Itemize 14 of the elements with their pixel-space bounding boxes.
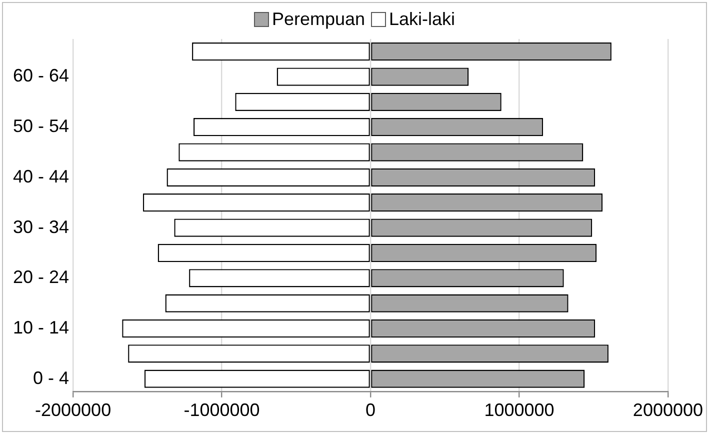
x-tick-label: 2000000 (632, 400, 703, 420)
x-tick-label: 0 (365, 400, 376, 420)
y-tick-label: 0 - 4 (33, 368, 70, 388)
y-tick-label: 20 - 24 (12, 267, 70, 288)
legend-label: Laki-laki (389, 9, 456, 29)
x-tick-label: -1000000 (184, 400, 260, 420)
x-tick-label: -2000000 (35, 400, 112, 420)
y-tick-label: 40 - 44 (12, 166, 70, 186)
y-tick-label: 30 - 34 (12, 216, 70, 237)
y-tick-label: 60 - 64 (12, 66, 70, 86)
y-tick-label: 10 - 14 (12, 317, 70, 338)
y-tick-label: 50 - 54 (12, 116, 70, 136)
legend-label: Perempuan (272, 9, 366, 29)
x-tick-label: 1000000 (484, 400, 554, 420)
